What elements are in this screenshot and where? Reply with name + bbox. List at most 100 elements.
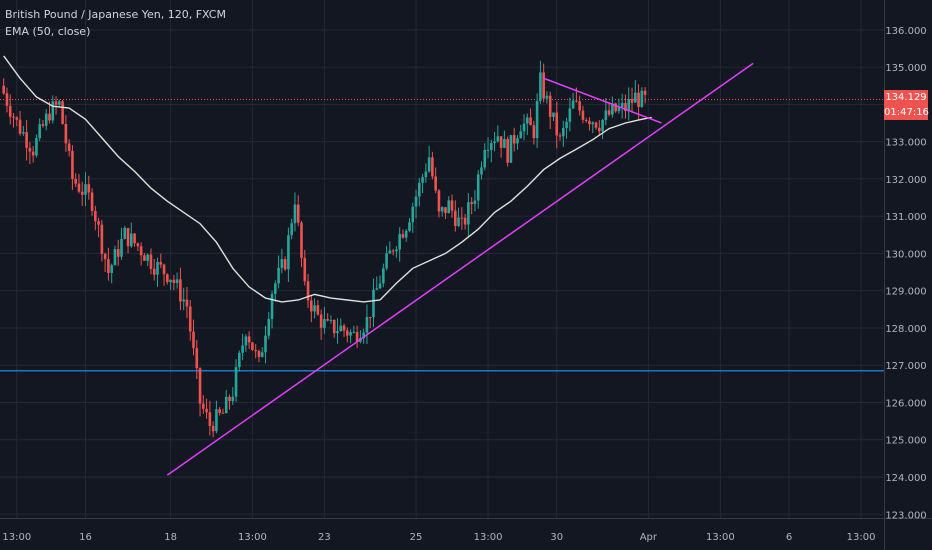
time-tick-label: 13:00 xyxy=(706,532,735,543)
candle-body xyxy=(336,331,339,334)
candle-body xyxy=(185,299,189,307)
candle-body xyxy=(296,204,300,223)
candle-body xyxy=(139,246,143,256)
candle-body xyxy=(244,336,248,346)
candle-body xyxy=(427,157,431,172)
candle-body xyxy=(424,171,428,178)
candle-body xyxy=(130,233,133,247)
candle-body xyxy=(457,217,460,227)
candle-body xyxy=(486,149,490,151)
candle-body xyxy=(22,132,25,134)
candle-body xyxy=(280,259,284,268)
candle-body xyxy=(310,300,313,312)
candle-body xyxy=(67,143,71,151)
candle-body xyxy=(205,408,208,413)
candle-body xyxy=(300,222,303,258)
descending-trendline xyxy=(543,77,662,124)
candle-body xyxy=(234,367,238,397)
price-tick-label: 135.000 xyxy=(885,63,926,74)
candle-body xyxy=(283,259,287,270)
candle-body xyxy=(480,167,483,175)
candle-body xyxy=(362,332,365,339)
candle-body xyxy=(571,100,575,109)
candle-body xyxy=(444,207,447,214)
candle-body xyxy=(241,345,244,353)
candle-body xyxy=(18,119,22,134)
candle-body xyxy=(434,176,437,191)
candle-body xyxy=(382,268,385,284)
candle-body xyxy=(503,139,506,148)
time-tick-label: 13:00 xyxy=(238,532,267,543)
candle-body xyxy=(548,95,552,117)
candle-body xyxy=(591,122,595,125)
candle-body xyxy=(208,412,212,426)
candle-body xyxy=(211,425,215,432)
candle-body xyxy=(228,396,231,402)
candle-body xyxy=(329,319,333,321)
candle-body xyxy=(274,283,277,294)
candle-body xyxy=(90,192,94,211)
candle-body xyxy=(401,234,405,238)
candle-body xyxy=(113,249,117,266)
candle-body xyxy=(38,124,41,139)
candle-body xyxy=(290,223,293,236)
time-tick-label: 25 xyxy=(410,532,423,543)
candle-body xyxy=(116,249,120,257)
candle-body xyxy=(633,92,637,103)
candle-body xyxy=(506,139,509,163)
candle-body xyxy=(74,178,77,184)
ema-line xyxy=(3,55,652,303)
candle-body xyxy=(35,138,38,156)
ema-50-line xyxy=(3,55,652,303)
candle-body xyxy=(172,279,176,283)
candle-body xyxy=(306,281,310,301)
candle-body xyxy=(460,217,464,219)
candle-body xyxy=(601,119,604,132)
candle-body xyxy=(316,305,320,315)
time-tick-label: 23 xyxy=(318,532,331,543)
candle-body xyxy=(251,342,254,351)
candle-body xyxy=(512,135,516,144)
candle-body xyxy=(277,267,280,284)
candle-body xyxy=(84,184,87,195)
horizontal-lines[interactable] xyxy=(0,99,884,372)
candle-body xyxy=(293,204,297,224)
candle-body xyxy=(143,255,146,261)
price-tick-label: 125.000 xyxy=(885,436,926,447)
candle-body xyxy=(257,350,261,358)
candle-body xyxy=(136,243,140,247)
candle-body xyxy=(388,250,392,254)
candle-body xyxy=(107,259,110,273)
trendline-drawings[interactable] xyxy=(166,62,754,476)
candle-body xyxy=(133,233,136,244)
candle-body xyxy=(303,257,307,282)
time-axis-labels: 13:00 16 18 13:00 23 25 13:00 30 Apr 13:00 6 13:00 xyxy=(2,532,875,543)
candle-body xyxy=(182,299,185,302)
candle-body xyxy=(450,200,454,211)
candle-body xyxy=(110,265,113,273)
candle-body xyxy=(267,318,271,336)
candle-body xyxy=(529,117,532,126)
candle-body xyxy=(313,305,316,312)
candle-body xyxy=(418,182,421,197)
price-tick-label: 127.000 xyxy=(885,361,926,372)
candle-body xyxy=(287,235,290,270)
price-axis-background xyxy=(884,0,932,550)
candle-body xyxy=(565,121,568,129)
symbol-title[interactable]: British Pound / Japanese Yen, 120, FXCM xyxy=(5,8,226,21)
candle-body xyxy=(372,289,375,318)
candle-body xyxy=(51,101,55,121)
price-tick-label: 130.000 xyxy=(885,249,926,260)
candle-body xyxy=(643,90,647,95)
candle-body xyxy=(15,117,19,120)
candle-body xyxy=(218,409,221,413)
candle-body xyxy=(368,316,372,318)
candle-body xyxy=(597,127,601,132)
price-tick-label: 124.000 xyxy=(885,473,926,484)
indicator-label[interactable]: EMA (50, close) xyxy=(5,25,91,38)
candle-body xyxy=(97,221,100,225)
candle-body xyxy=(535,100,539,139)
price-tick-label: 131.000 xyxy=(885,212,926,223)
candle-body xyxy=(578,101,581,111)
